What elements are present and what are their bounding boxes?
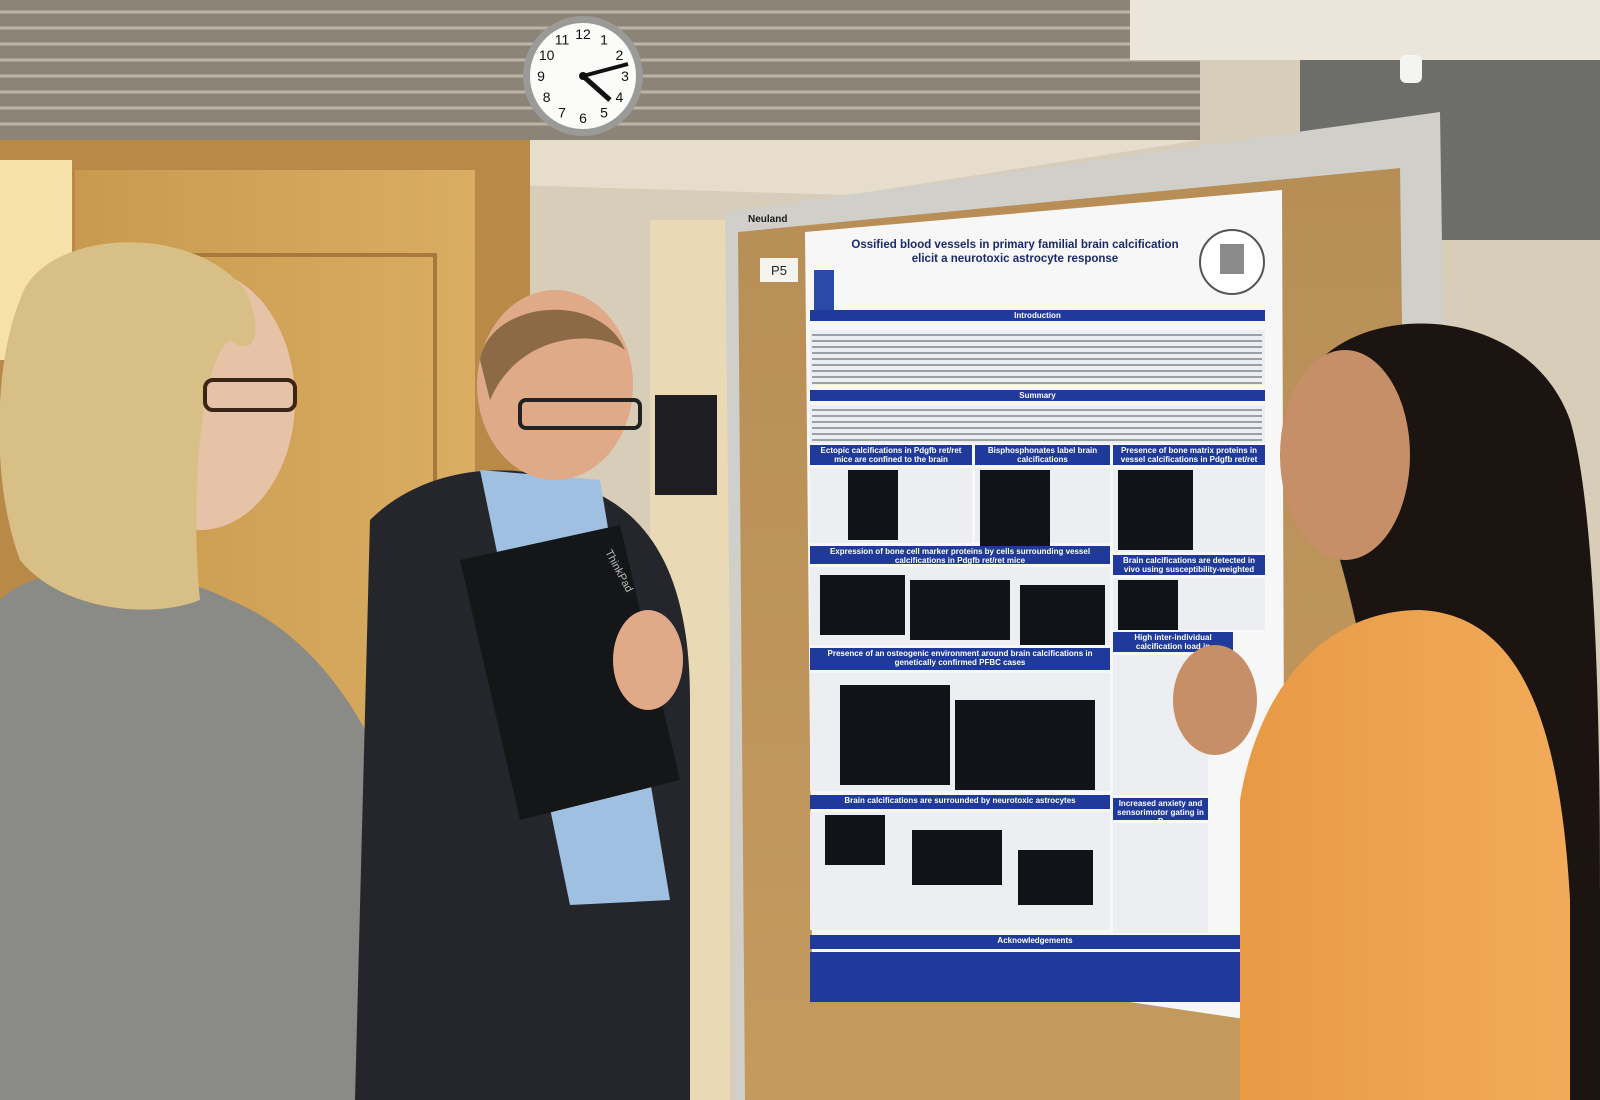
poster: Ossified blood vessels in primary famili… [805,190,1285,1025]
poster-section-header: Ectopic calcifications in Pdgfb ret/ret … [810,445,972,465]
poster-section-header: Brain calcifications are detected in viv… [1113,555,1265,575]
poster-section-header: Introduction [810,310,1265,321]
poster-title: Ossified blood vessels in primary famili… [851,239,1179,265]
poster-image [825,815,885,865]
laptop [460,525,680,820]
poster-image [955,700,1095,790]
poster-section-header: High inter-individual calcification load… [1113,632,1233,652]
poster-section-header: Brain calcifications are surrounded by n… [810,795,1110,809]
poster-section-header: Presence of bone matrix proteins in vess… [1113,445,1265,465]
poster-section-header: Summary [810,390,1265,401]
seal-church [1220,244,1244,274]
board-label: P5 [771,263,787,278]
poster-image [1020,585,1105,645]
ceiling [1130,0,1600,60]
poster-section-header: Bisphosphonates label brain calcificatio… [975,445,1110,465]
poster-image [910,580,1010,640]
poster-title: Ossified blood vessels in primary famili… [851,239,1179,265]
poster-section-header: Brain calcifications are detected in viv… [1113,555,1265,575]
poster-section-header: Brain calcifications are surrounded by n… [810,795,1110,809]
poster-section-header: Presence of bone matrix proteins in vess… [1113,445,1265,465]
poster-image [1118,580,1178,630]
man: ThinkPad [355,290,690,1100]
poster-image [848,470,898,540]
poster-section-header: Expression of bone cell marker proteins … [810,546,1110,564]
poster-section-header: Increased anxiety and sensorimotor gatin… [1113,798,1208,820]
spotlight [1400,55,1422,83]
poster-section-header: Acknowledgements [810,935,1260,949]
poster-section-header: Acknowledgements [810,935,1260,949]
poster-footer [810,952,1260,1002]
clock-number: 3 [621,68,629,84]
poster-panel [810,330,1265,385]
woman-right [1173,323,1600,1100]
clock-number: 2 [615,47,623,63]
poster-panel [810,405,1265,443]
poster-section-header: Increased anxiety and sensorimotor gatin… [1113,798,1208,820]
clock-number: 5 [600,104,608,120]
poster-panel [1113,823,1208,933]
clock-number: 10 [539,47,555,63]
poster-section-header: Bisphosphonates label brain calcificatio… [975,445,1110,465]
coat [655,395,717,495]
poster-section-header: Ectopic calcifications in Pdgfb ret/ret … [810,445,972,465]
clock-number: 7 [558,104,566,120]
poster-image [820,575,905,635]
clock-number: 11 [555,32,570,48]
poster-image [1118,470,1193,550]
clock-number: 9 [537,68,545,84]
poster-section-header: Presence of an osteogenic environment ar… [810,648,1110,670]
board-brand: Neuland [748,214,787,225]
woman-left [0,242,430,1100]
clock-number: 1 [600,32,608,48]
poster-image [1018,850,1093,905]
poster-section-header: High inter-individual calcification load… [1113,632,1233,652]
poster-image [840,685,950,785]
clock-number: 12 [575,26,591,42]
poster-image [912,830,1002,885]
uzh-logo [814,270,834,320]
clock-number: 6 [579,110,587,126]
poster-section-header: Expression of bone cell marker proteins … [810,546,1110,564]
board-label-card [760,258,798,282]
poster-section-header: Summary [810,390,1265,401]
poster-section-header: Introduction [810,310,1265,321]
poster-image [980,470,1050,550]
clock-number: 4 [615,89,623,105]
poster-section-header: Presence of an osteogenic environment ar… [810,648,1110,670]
clock-number: 8 [543,89,551,105]
